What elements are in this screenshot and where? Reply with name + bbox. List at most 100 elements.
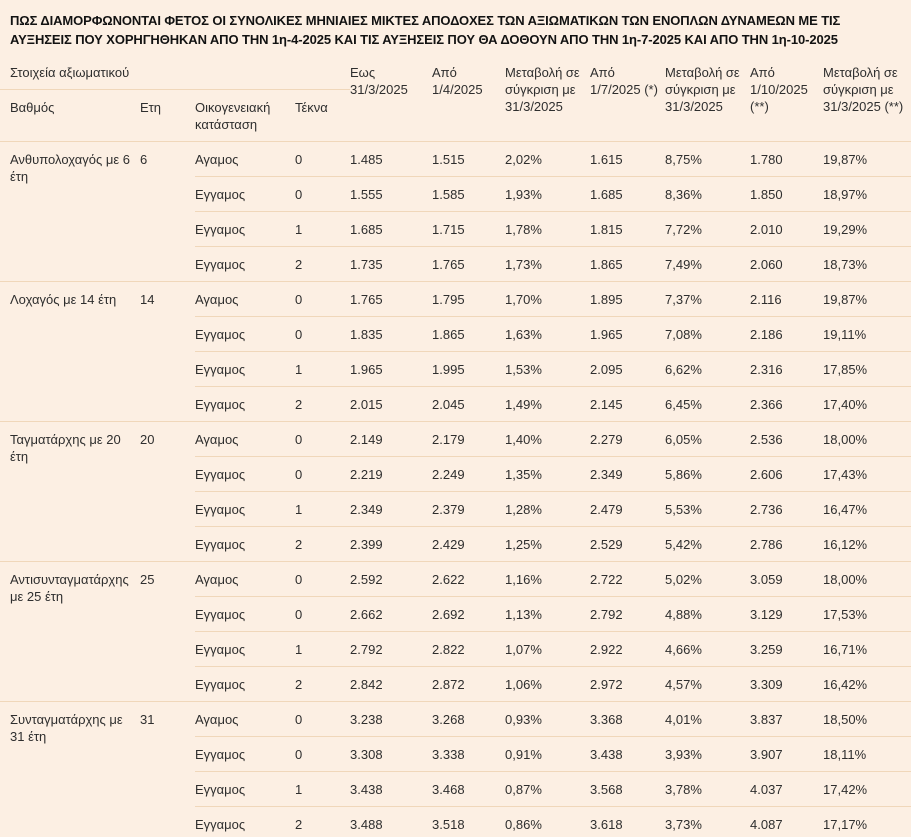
- header-row-1: Στοιχεία αξιωματικού Εως 31/3/2025 Από 1…: [0, 55, 911, 142]
- value-cell: 2.792: [590, 596, 666, 632]
- value-cell: 8,36%: [665, 176, 751, 212]
- table-row: Λοχαγός με 14 έτη 14 Αγαμος 0 1.765 1.795 1,70…: [0, 281, 911, 422]
- officer-details-group-header: Στοιχεία αξιωματικού: [0, 55, 351, 90]
- value-cell: 1.965: [590, 316, 666, 352]
- marital-status-cell: Εγγαμος: [195, 806, 295, 837]
- table-body: Ανθυπολοχαγός με 6 έτη 6 Αγαμος 0 1.485 1.515…: [0, 141, 911, 837]
- marital-status-cell: Εγγαμος: [195, 316, 295, 352]
- value-cell: 7,49%: [665, 246, 751, 282]
- value-cell: 3.368: [590, 701, 666, 737]
- value-cell: 1.865: [432, 316, 506, 352]
- value-cell: 19,87%: [823, 141, 911, 177]
- value-cell: 0,86%: [505, 806, 591, 837]
- value-cell: 3.488: [350, 806, 433, 837]
- value-cell: 2.529: [590, 526, 666, 562]
- value-cell: 2.145: [590, 386, 666, 422]
- value-cell: 18,50%: [823, 701, 911, 737]
- years-cell: 20: [140, 421, 195, 562]
- value-cell: 3.129: [750, 596, 824, 632]
- table-row: Εγγαμος 0 3.308 3.338 0,91% 3.438 3,93% 3.907 18…: [0, 736, 911, 772]
- rank-cell: Ανθυπολοχαγός με 6 έτη: [0, 141, 140, 282]
- value-cell: 0,87%: [505, 771, 591, 807]
- value-cell: 3.468: [432, 771, 506, 807]
- children-count-cell: 0: [295, 561, 351, 597]
- value-cell: 1.780: [750, 141, 824, 177]
- children-count-cell: 1: [295, 351, 351, 387]
- value-cell: 4,57%: [665, 666, 751, 702]
- col-header-marital-status: Οικογενειακή κατάσταση: [195, 89, 295, 142]
- value-cell: 2.249: [432, 456, 506, 492]
- value-cell: 1.815: [590, 211, 666, 247]
- value-cell: 1.795: [432, 281, 506, 317]
- value-cell: 1,25%: [505, 526, 591, 562]
- value-cell: 2.872: [432, 666, 506, 702]
- value-cell: 2.592: [350, 561, 433, 597]
- value-cell: 1,07%: [505, 631, 591, 667]
- value-cell: 1.965: [350, 351, 433, 387]
- value-cell: 3,73%: [665, 806, 751, 837]
- value-cell: 1.615: [590, 141, 666, 177]
- value-cell: 6,45%: [665, 386, 751, 422]
- value-cell: 18,00%: [823, 421, 911, 457]
- value-cell: 19,11%: [823, 316, 911, 352]
- value-cell: 2.479: [590, 491, 666, 527]
- value-cell: 1,63%: [505, 316, 591, 352]
- value-cell: 1.555: [350, 176, 433, 212]
- children-count-cell: 2: [295, 386, 351, 422]
- marital-status-cell: Εγγαμος: [195, 211, 295, 247]
- col-header-until-31-3-2025: Εως 31/3/2025: [350, 55, 433, 142]
- value-cell: 2.095: [590, 351, 666, 387]
- value-cell: 2.179: [432, 421, 506, 457]
- col-header-change-vs-31-3-a: Μεταβολή σε σύγκριση με 31/3/2025: [505, 55, 591, 142]
- table-row: Συνταγματάρχης με 31 έτη 31 Αγαμος 0 3.238 3.…: [0, 701, 911, 837]
- marital-status-cell: Εγγαμος: [195, 456, 295, 492]
- value-cell: 1.765: [432, 246, 506, 282]
- value-cell: 1.715: [432, 211, 506, 247]
- value-cell: 2.822: [432, 631, 506, 667]
- value-cell: 7,72%: [665, 211, 751, 247]
- rank-cell: Ταγματάρχης με 20 έτη: [0, 421, 140, 562]
- value-cell: 8,75%: [665, 141, 751, 177]
- value-cell: 1.865: [590, 246, 666, 282]
- table-row: Εγγαμος 0 1.555 1.585 1,93% 1.685 8,36% 1.850 18…: [0, 176, 911, 212]
- value-cell: 3.568: [590, 771, 666, 807]
- value-cell: 2.606: [750, 456, 824, 492]
- children-count-cell: 2: [295, 526, 351, 562]
- marital-status-cell: Εγγαμος: [195, 631, 295, 667]
- value-cell: 5,42%: [665, 526, 751, 562]
- marital-status-cell: Αγαμος: [195, 561, 295, 597]
- value-cell: 2.736: [750, 491, 824, 527]
- value-cell: 2.922: [590, 631, 666, 667]
- value-cell: 1,73%: [505, 246, 591, 282]
- value-cell: 2.149: [350, 421, 433, 457]
- value-cell: 1.765: [350, 281, 433, 317]
- marital-status-cell: Εγγαμος: [195, 246, 295, 282]
- value-cell: 3.438: [350, 771, 433, 807]
- value-cell: 16,42%: [823, 666, 911, 702]
- value-cell: 2.349: [590, 456, 666, 492]
- marital-status-cell: Εγγαμος: [195, 596, 295, 632]
- table-row: Εγγαμος 1 1.965 1.995 1,53% 2.095 6,62% 2.316 17…: [0, 351, 911, 387]
- value-cell: 1,13%: [505, 596, 591, 632]
- value-cell: 2.972: [590, 666, 666, 702]
- marital-status-cell: Εγγαμος: [195, 491, 295, 527]
- value-cell: 0,93%: [505, 701, 591, 737]
- children-count-cell: 1: [295, 631, 351, 667]
- value-cell: 3.837: [750, 701, 824, 737]
- children-count-cell: 2: [295, 806, 351, 837]
- col-header-rank: Βαθμός: [0, 89, 140, 142]
- value-cell: 1,28%: [505, 491, 591, 527]
- value-cell: 2.015: [350, 386, 433, 422]
- value-cell: 3.059: [750, 561, 824, 597]
- value-cell: 1.850: [750, 176, 824, 212]
- value-cell: 17,42%: [823, 771, 911, 807]
- value-cell: 3.618: [590, 806, 666, 837]
- value-cell: 1,40%: [505, 421, 591, 457]
- table-row: Εγγαμος 1 2.349 2.379 1,28% 2.479 5,53% 2.736 16…: [0, 491, 911, 527]
- years-cell: 6: [140, 141, 195, 282]
- value-cell: 2.045: [432, 386, 506, 422]
- value-cell: 3.518: [432, 806, 506, 837]
- marital-status-cell: Εγγαμος: [195, 176, 295, 212]
- table-header: Στοιχεία αξιωματικού Εως 31/3/2025 Από 1…: [0, 55, 911, 142]
